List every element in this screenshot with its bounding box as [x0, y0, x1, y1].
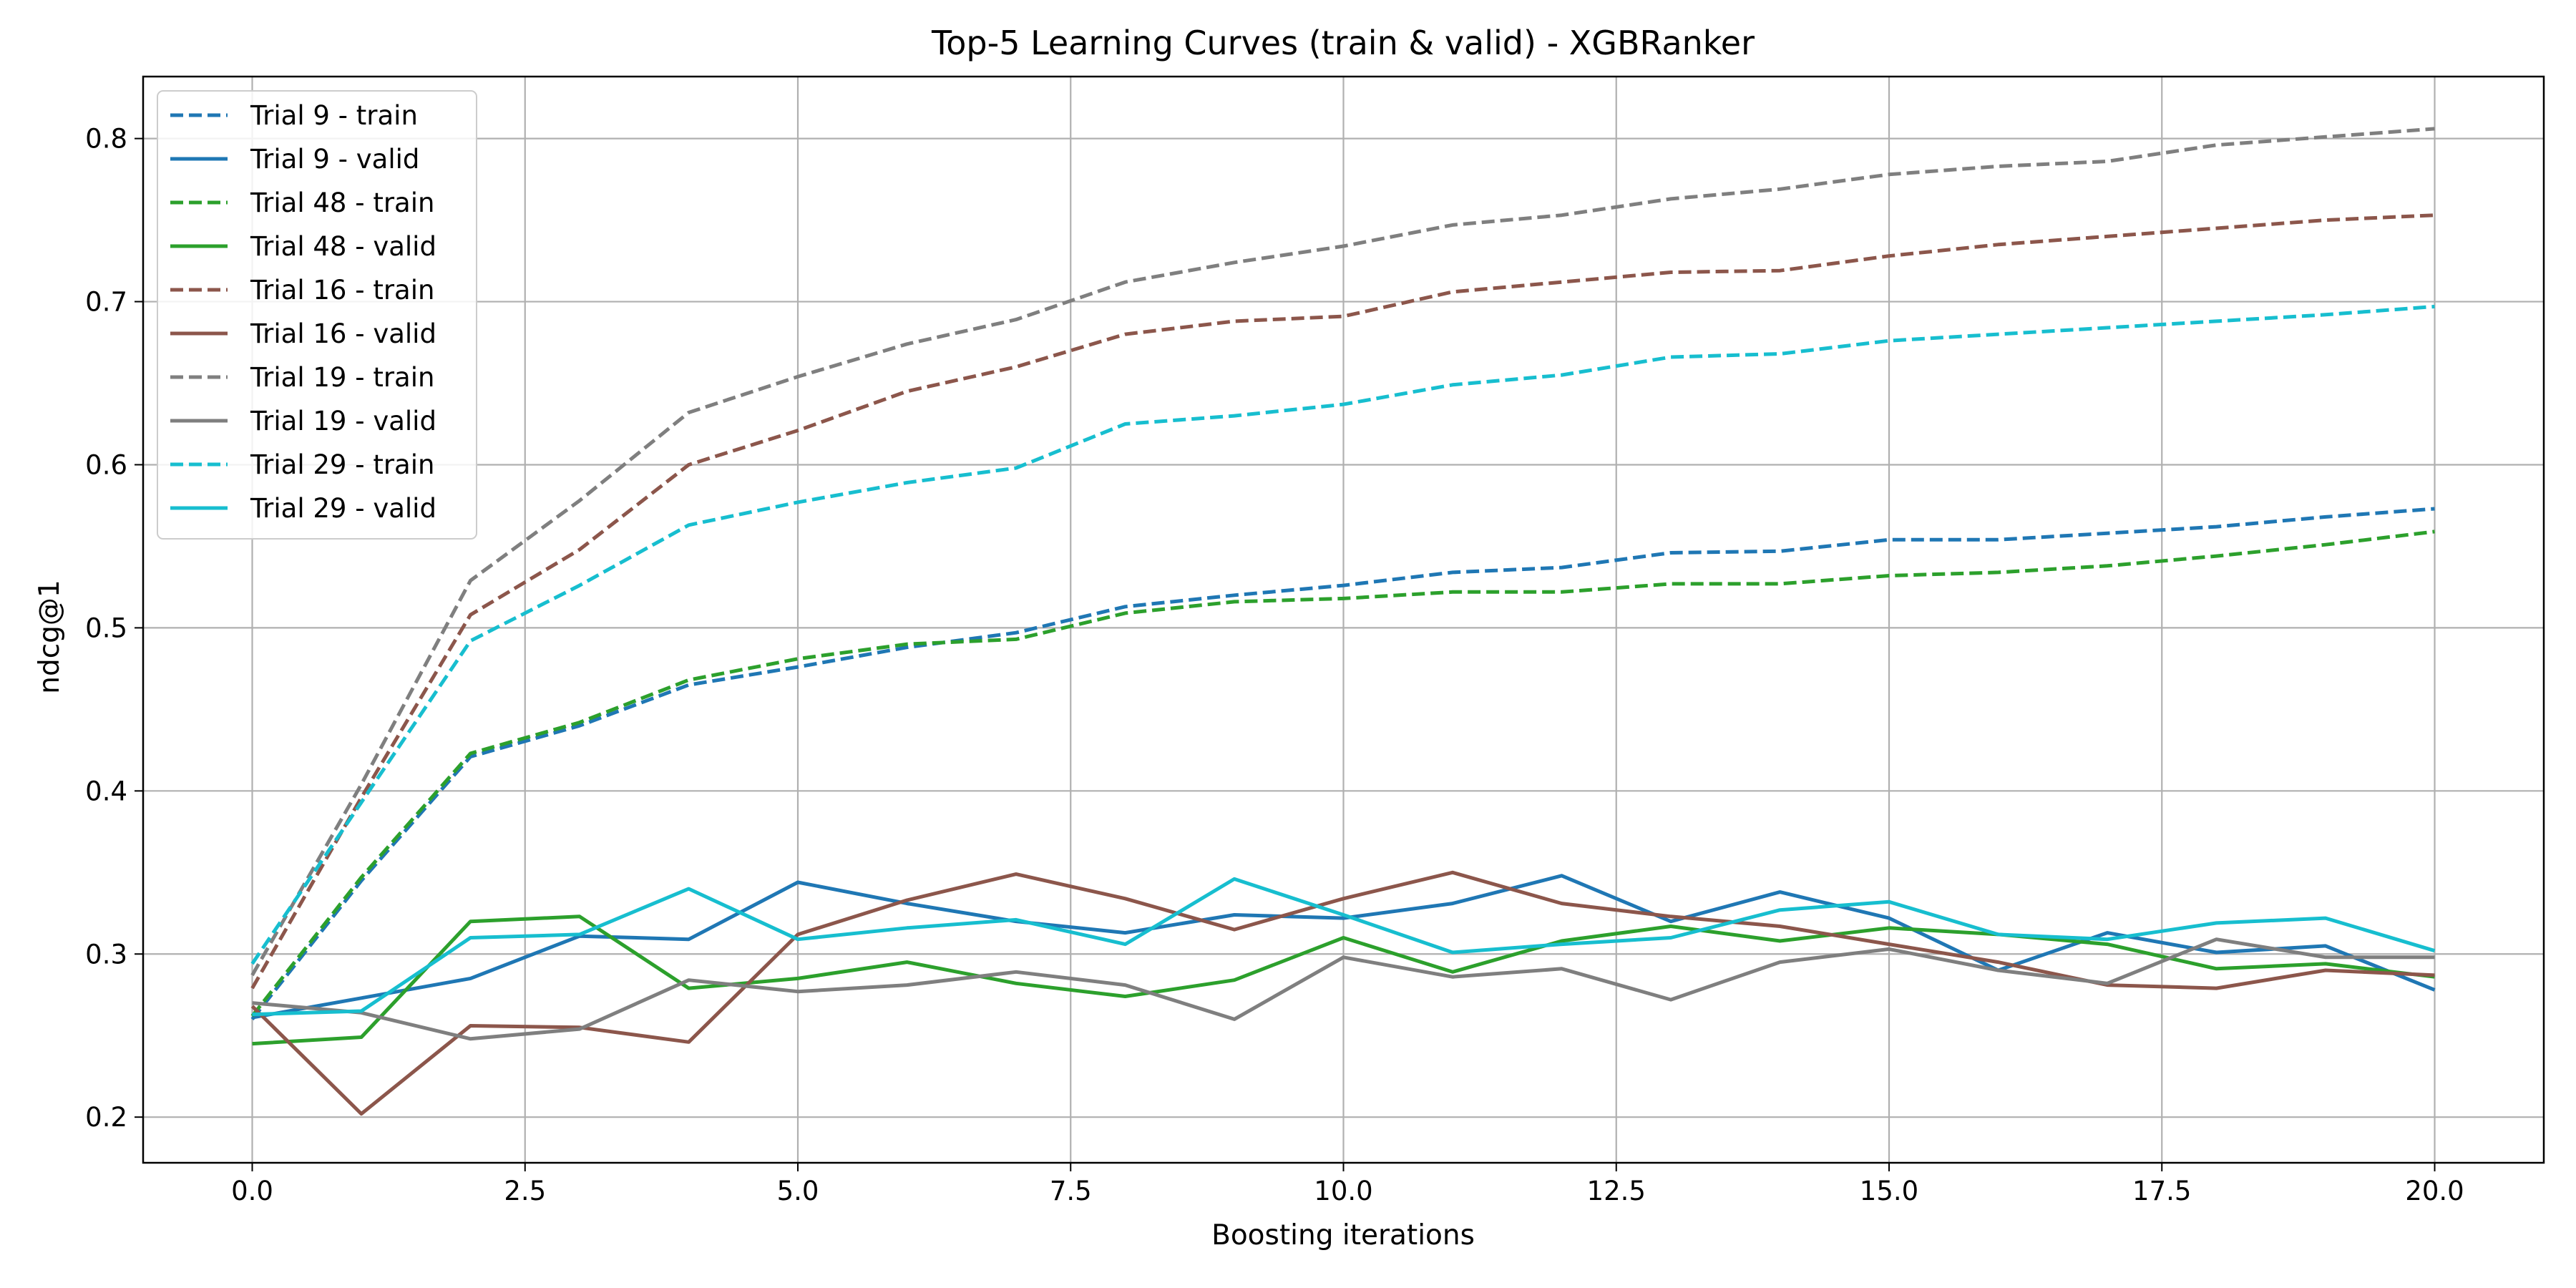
x-tick-label: 0.0 [231, 1176, 273, 1206]
x-tick-label: 20.0 [2405, 1176, 2464, 1206]
legend: Trial 9 - train Trial 9 - valid Trial 48 -… [157, 90, 477, 540]
series-layer [250, 127, 2436, 1116]
y-tick-label: 0.8 [85, 124, 127, 155]
legend-label: Trial 9 - train [250, 100, 418, 131]
series-line-3 [252, 914, 2435, 1046]
tick-layer: 0.0 2.5 5.0 7.5 10.0 12.5 15.0 17.5 20.0 0.2 0.3 0.… [85, 124, 2464, 1206]
y-tick-label: 0.2 [85, 1102, 127, 1133]
x-axis-title: Boosting iterations [1211, 1219, 1475, 1252]
legend-label: Trial 16 - valid [250, 318, 436, 349]
y-tick-label: 0.6 [85, 449, 127, 480]
y-tick-label: 0.5 [85, 613, 127, 643]
legend-label: Trial 19 - valid [250, 406, 436, 436]
legend-label: Trial 19 - train [250, 362, 434, 393]
y-tick-label: 0.4 [85, 776, 127, 806]
y-axis-title: ndcg@1 [34, 580, 66, 694]
series-line-0 [250, 507, 2435, 1020]
x-tick-label: 15.0 [1860, 1176, 1918, 1206]
legend-label: Trial 48 - valid [250, 231, 436, 262]
series-line-4 [250, 213, 2435, 990]
y-tick-label: 0.3 [85, 939, 127, 970]
legend-label: Trial 48 - train [250, 187, 434, 218]
legend-label: Trial 9 - valid [250, 144, 419, 175]
x-tick-label: 12.5 [1587, 1176, 1646, 1206]
chart-title: Top-5 Learning Curves (train & valid) - … [931, 24, 1755, 62]
x-tick-label: 10.0 [1314, 1176, 1372, 1206]
series-line-1 [252, 874, 2436, 1020]
x-tick-label: 5.0 [777, 1176, 819, 1206]
x-tick-label: 7.5 [1050, 1176, 1092, 1206]
y-tick-label: 0.7 [85, 287, 127, 318]
legend-label: Trial 16 - train [250, 275, 434, 306]
legend-label: Trial 29 - valid [250, 493, 436, 524]
legend-box [157, 90, 477, 540]
series-line-6 [250, 127, 2435, 977]
x-tick-label: 17.5 [2132, 1176, 2191, 1206]
legend-label: Trial 29 - train [250, 449, 434, 480]
series-line-8 [250, 304, 2435, 965]
series-line-7 [252, 937, 2435, 1041]
x-tick-label: 2.5 [504, 1176, 546, 1206]
series-line-2 [250, 530, 2435, 1018]
series-line-9 [252, 877, 2436, 1017]
